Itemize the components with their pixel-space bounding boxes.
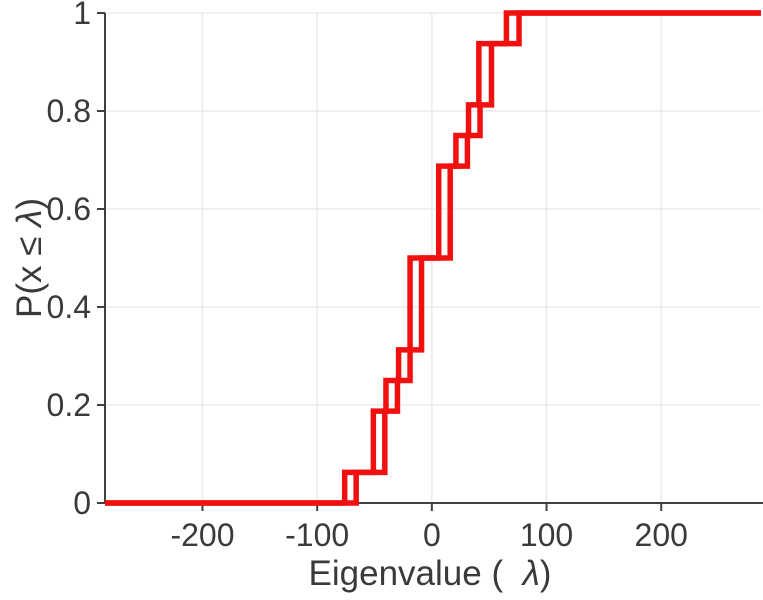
x-tick-label: 0	[422, 517, 441, 553]
ecdf-step-line-2	[105, 10, 761, 506]
x-tick-label: 100	[519, 517, 574, 553]
x-tick-label: -200	[170, 517, 235, 553]
y-tick-label: 0.2	[46, 387, 91, 423]
x-axis-label-text: Eigenvalue (	[308, 554, 523, 593]
y-tick-label: 0.8	[46, 93, 91, 129]
y-tick-label: 1	[73, 0, 91, 31]
y-axis-label: P(x ≤ λ)	[10, 198, 50, 318]
x-tick-label: 200	[634, 517, 688, 553]
x-tick-label: -100	[285, 517, 350, 553]
y-axis-label-close: )	[10, 197, 49, 210]
y-tick-label: 0	[73, 485, 91, 521]
y-axis-label-text: P(x ≤	[10, 226, 49, 319]
x-axis-label: Eigenvalue ( λ)	[309, 554, 552, 594]
lambda-symbol: λ	[10, 209, 49, 227]
lambda-symbol: λ	[522, 554, 540, 593]
y-tick-label: 0.6	[46, 191, 91, 227]
x-axis-label-close: )	[539, 554, 552, 593]
y-tick-label: 0.4	[46, 289, 91, 325]
